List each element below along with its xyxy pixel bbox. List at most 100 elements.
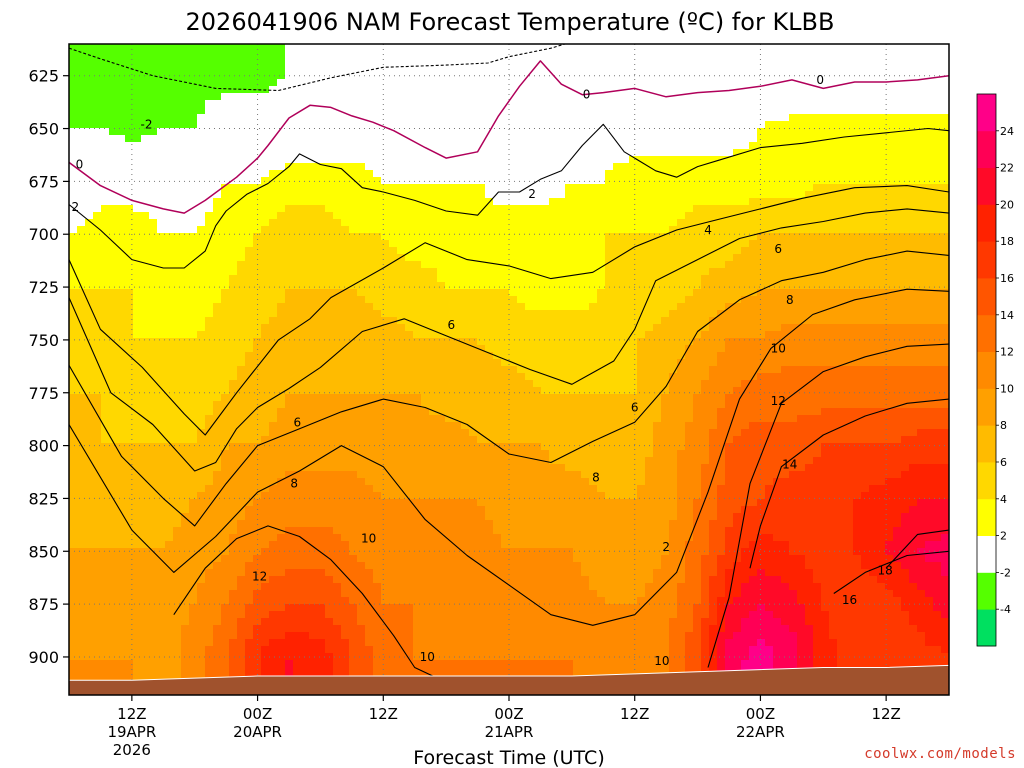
- heatmap-cell: [229, 611, 238, 619]
- heatmap-cell: [109, 142, 118, 150]
- heatmap-cell: [301, 289, 310, 297]
- heatmap-cell: [381, 261, 390, 269]
- heatmap-cell: [101, 170, 110, 178]
- heatmap-cell: [293, 366, 302, 374]
- heatmap-cell: [461, 359, 470, 367]
- heatmap-cell: [85, 632, 94, 640]
- heatmap-cell: [421, 198, 430, 206]
- heatmap-cell: [493, 79, 502, 87]
- heatmap-cell: [341, 373, 350, 381]
- heatmap-cell: [165, 499, 174, 507]
- heatmap-cell: [173, 212, 182, 220]
- heatmap-cell: [109, 65, 118, 73]
- heatmap-cell: [181, 639, 190, 647]
- heatmap-cell: [69, 58, 78, 66]
- heatmap-cell: [277, 128, 286, 136]
- heatmap-cell: [357, 219, 366, 227]
- heatmap-cell: [445, 366, 454, 374]
- heatmap-cell: [101, 79, 110, 87]
- heatmap-cell: [277, 317, 286, 325]
- heatmap-cell: [229, 408, 238, 416]
- heatmap-cell: [285, 142, 294, 150]
- heatmap-cell: [133, 408, 142, 416]
- heatmap-cell: [493, 296, 502, 304]
- heatmap-cell: [309, 331, 318, 339]
- heatmap-cell: [101, 569, 110, 577]
- heatmap-cell: [317, 569, 326, 577]
- heatmap-cell: [109, 191, 118, 199]
- heatmap-cell: [85, 660, 94, 668]
- heatmap-cell: [309, 534, 318, 542]
- heatmap-cell: [333, 331, 342, 339]
- heatmap-cell: [205, 394, 214, 402]
- heatmap-cell: [309, 142, 318, 150]
- heatmap-cell: [285, 625, 294, 633]
- heatmap-cell: [285, 247, 294, 255]
- heatmap-cell: [85, 380, 94, 388]
- heatmap-cell: [101, 457, 110, 465]
- heatmap-cell: [357, 240, 366, 248]
- heatmap-cell: [181, 275, 190, 283]
- heatmap-cell: [149, 576, 158, 584]
- heatmap-cell: [189, 422, 198, 430]
- heatmap-cell: [117, 527, 126, 535]
- heatmap-cell: [205, 338, 214, 346]
- heatmap-cell: [437, 100, 446, 108]
- heatmap-cell: [125, 51, 134, 59]
- heatmap-cell: [221, 107, 230, 115]
- heatmap-cell: [237, 338, 246, 346]
- heatmap-cell: [469, 541, 478, 549]
- heatmap-cell: [189, 499, 198, 507]
- heatmap-cell: [229, 198, 238, 206]
- heatmap-cell: [101, 611, 110, 619]
- heatmap-cell: [189, 667, 198, 675]
- heatmap-cell: [77, 436, 86, 444]
- heatmap-cell: [141, 198, 150, 206]
- heatmap-cell: [229, 443, 238, 451]
- heatmap-cell: [429, 485, 438, 493]
- heatmap-cell: [125, 282, 134, 290]
- heatmap-cell: [261, 394, 270, 402]
- heatmap-cell: [181, 324, 190, 332]
- heatmap-cell: [445, 93, 454, 101]
- heatmap-cell: [485, 667, 494, 675]
- heatmap-cell: [325, 338, 334, 346]
- heatmap-cell: [277, 408, 286, 416]
- heatmap-cell: [181, 226, 190, 234]
- heatmap-cell: [485, 310, 494, 318]
- heatmap-cell: [413, 366, 422, 374]
- heatmap-cell: [357, 639, 366, 647]
- heatmap-cell: [437, 415, 446, 423]
- heatmap-cell: [421, 205, 430, 213]
- heatmap-cell: [461, 51, 470, 59]
- heatmap-cell: [429, 436, 438, 444]
- heatmap-cell: [445, 268, 454, 276]
- heatmap-cell: [117, 261, 126, 269]
- heatmap-cell: [85, 415, 94, 423]
- heatmap-cell: [309, 296, 318, 304]
- heatmap-cell: [85, 163, 94, 171]
- heatmap-cell: [413, 121, 422, 129]
- heatmap-cell: [397, 478, 406, 486]
- heatmap-cell: [445, 429, 454, 437]
- heatmap-cell: [381, 282, 390, 290]
- heatmap-cell: [485, 604, 494, 612]
- heatmap-cell: [229, 499, 238, 507]
- heatmap-cell: [157, 366, 166, 374]
- heatmap-cell: [245, 296, 254, 304]
- heatmap-cell: [133, 541, 142, 549]
- heatmap-cell: [229, 667, 238, 675]
- heatmap-cell: [349, 303, 358, 311]
- heatmap-cell: [341, 401, 350, 409]
- heatmap-cell: [69, 352, 78, 360]
- heatmap-cell: [221, 387, 230, 395]
- heatmap-cell: [277, 72, 286, 80]
- heatmap-cell: [317, 65, 326, 73]
- heatmap-cell: [213, 401, 222, 409]
- heatmap-cell: [493, 226, 502, 234]
- heatmap-cell: [157, 576, 166, 584]
- heatmap-cell: [293, 506, 302, 514]
- heatmap-cell: [213, 44, 222, 52]
- heatmap-cell: [101, 639, 110, 647]
- heatmap-cell: [445, 359, 454, 367]
